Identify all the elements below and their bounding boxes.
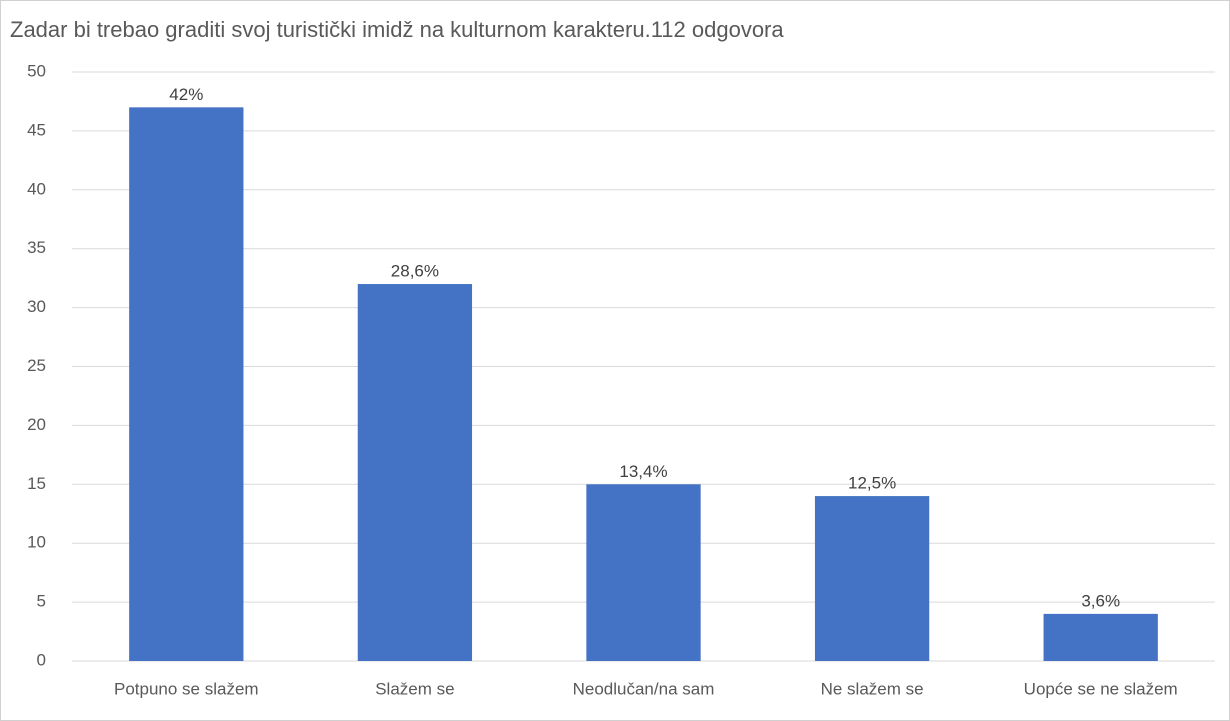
y-tick-label: 15 [27,474,46,493]
y-tick-label: 25 [27,356,46,375]
data-label: 42% [169,85,203,104]
y-tick-label: 30 [27,297,46,316]
y-tick-label: 40 [27,179,46,198]
y-tick-label: 35 [27,238,46,257]
data-label: 12,5% [848,474,896,493]
y-tick-label: 10 [27,533,46,552]
y-tick-label: 50 [27,61,46,80]
y-tick-label: 45 [27,120,46,139]
x-tick-label: Slažem se [375,679,454,698]
data-label: 3,6% [1081,591,1120,610]
y-tick-label: 5 [37,592,46,611]
data-label: 13,4% [619,462,667,481]
y-tick-label: 20 [27,415,46,434]
bar [814,496,930,661]
bar [1043,613,1158,661]
data-label: 28,6% [391,262,439,281]
x-tick-label: Neodlučan/na sam [573,679,715,698]
x-tick-label: Uopće se ne slažem [1024,679,1178,698]
x-tick-label: Ne slažem se [821,679,924,698]
bar [586,484,701,661]
x-tick-label: Potpuno se slažem [114,679,259,698]
bar [357,284,473,661]
chart-title: Zadar bi trebao graditi svoj turistički … [10,17,784,42]
bar [129,107,244,662]
y-tick-label: 0 [37,650,46,669]
